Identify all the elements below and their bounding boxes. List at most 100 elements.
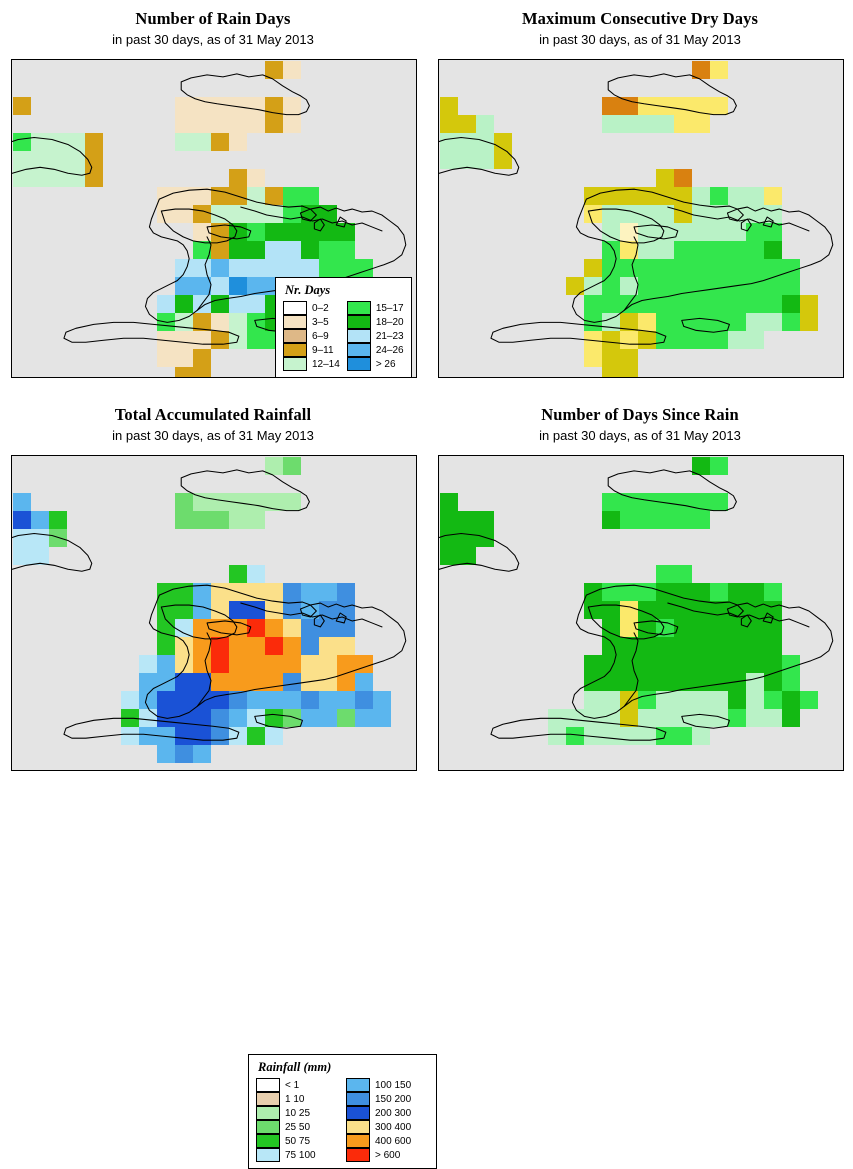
legend-label: 1 10: [285, 1093, 305, 1105]
map-cell: [157, 313, 175, 331]
map-cell: [674, 709, 692, 727]
map-cell: [229, 241, 247, 259]
map-cell: [175, 691, 193, 709]
map-cell: [710, 619, 728, 637]
map-cell: [728, 295, 746, 313]
map-cell: [319, 637, 337, 655]
map-cell: [319, 673, 337, 691]
legend-swatch: [346, 1148, 370, 1162]
map-cell: [193, 259, 211, 277]
map-cell: [175, 511, 193, 529]
map-cell: [764, 709, 782, 727]
map-cell: [211, 583, 229, 601]
map-cell: [620, 619, 638, 637]
map-cell: [800, 313, 818, 331]
map-cell: [728, 313, 746, 331]
map-cell: [674, 583, 692, 601]
map-cell: [319, 259, 337, 277]
map-cell: [620, 187, 638, 205]
map-cell: [193, 619, 211, 637]
legend-label: 50 75: [285, 1135, 311, 1147]
map-cell: [193, 349, 211, 367]
map-cell: [121, 691, 139, 709]
map-cell: [656, 655, 674, 673]
map-cell: [620, 601, 638, 619]
map-cell: [301, 223, 319, 241]
map-cell: [229, 493, 247, 511]
map-cell: [728, 205, 746, 223]
map-cell: [211, 223, 229, 241]
map-cell: [674, 313, 692, 331]
map-cell: [229, 583, 247, 601]
map-cell: [440, 133, 458, 151]
legend-title: Rainfall (mm): [258, 1060, 332, 1074]
map-cells: [439, 456, 843, 770]
map-cell: [764, 655, 782, 673]
legend-swatch: [346, 357, 371, 371]
map-cell: [175, 349, 193, 367]
map-cell: [337, 601, 355, 619]
map-cell: [458, 511, 476, 529]
map-cell: [229, 691, 247, 709]
map-cell: [782, 691, 800, 709]
map-cell: [728, 583, 746, 601]
map-cell: [476, 511, 494, 529]
map-cell: [674, 241, 692, 259]
legend-entry: 400 600: [346, 1134, 429, 1148]
legend-swatch: [346, 1078, 370, 1092]
map-cell: [692, 601, 710, 619]
map-cell: [139, 673, 157, 691]
map-cell: [710, 583, 728, 601]
map-cell: [247, 655, 265, 673]
map-cell: [602, 223, 620, 241]
map-cell: [355, 655, 373, 673]
map-max-dry-days[interactable]: [438, 59, 844, 378]
map-cell: [265, 205, 283, 223]
legend-swatch: [256, 1106, 280, 1120]
legend-column-2: 100 150 150 200 200 300 300 400 400 600 > 600: [346, 1078, 429, 1162]
map-cell: [301, 187, 319, 205]
map-cell: [620, 115, 638, 133]
map-cell: [692, 457, 710, 475]
map-cell: [674, 223, 692, 241]
map-cell: [620, 223, 638, 241]
map-cell: [211, 313, 229, 331]
map-total-rainfall[interactable]: [11, 455, 417, 771]
map-cell: [728, 691, 746, 709]
map-cell: [175, 205, 193, 223]
legend-label: < 1: [285, 1079, 300, 1091]
map-cell: [319, 655, 337, 673]
map-cell: [247, 601, 265, 619]
map-cell: [656, 691, 674, 709]
map-cell: [764, 637, 782, 655]
map-cell: [139, 655, 157, 673]
panel-total-rainfall: Total Accumulated Rainfall in past 30 da…: [0, 396, 437, 1169]
map-cell: [656, 709, 674, 727]
map-cell: [620, 259, 638, 277]
map-days-since-rain[interactable]: [438, 455, 844, 771]
map-cell: [674, 601, 692, 619]
map-cell: [175, 133, 193, 151]
map-cell: [211, 673, 229, 691]
map-cell: [229, 313, 247, 331]
map-cell: [139, 727, 157, 745]
map-cell: [638, 709, 656, 727]
map-cell: [638, 655, 656, 673]
map-cell: [602, 691, 620, 709]
map-cell: [656, 583, 674, 601]
map-cell: [175, 277, 193, 295]
map-cell: [674, 619, 692, 637]
map-cell: [656, 97, 674, 115]
map-cell: [85, 169, 103, 187]
map-cell: [710, 61, 728, 79]
map-cell: [764, 241, 782, 259]
map-cell: [193, 187, 211, 205]
map-cell: [746, 655, 764, 673]
map-cell: [638, 223, 656, 241]
map-cell: [247, 727, 265, 745]
legend-entry: > 26: [346, 357, 404, 371]
map-cell: [49, 151, 67, 169]
legend-label: 400 600: [375, 1135, 412, 1147]
map-cell: [764, 277, 782, 295]
map-cell: [656, 241, 674, 259]
